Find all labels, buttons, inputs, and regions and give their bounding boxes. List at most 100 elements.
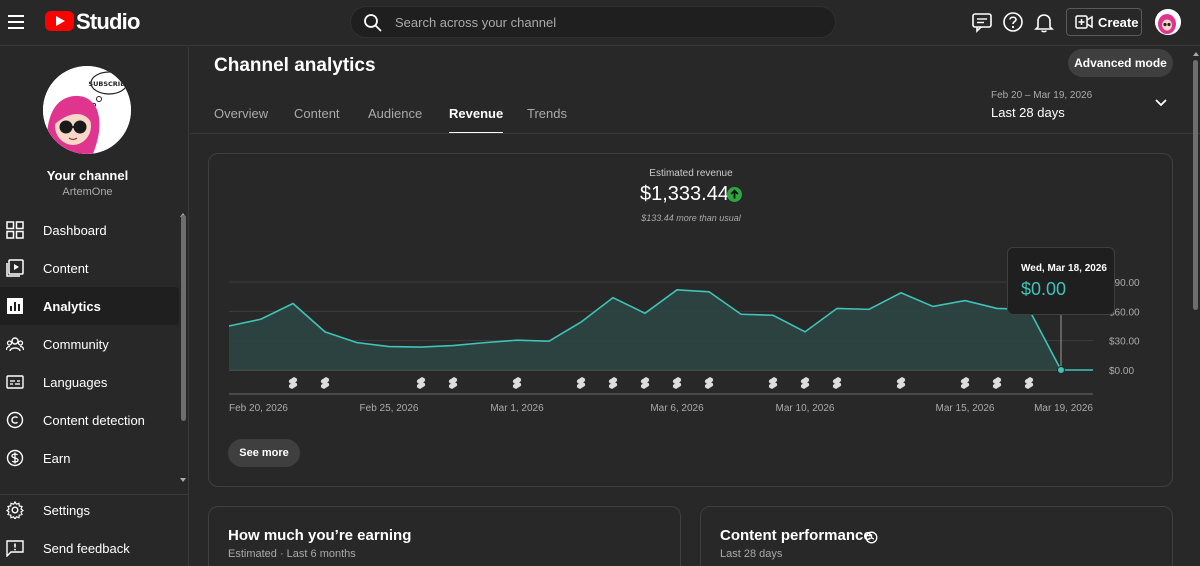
feedback-message-icon[interactable] bbox=[971, 11, 993, 33]
shorts-marker-icon bbox=[672, 377, 682, 389]
tab-trends[interactable]: Trends bbox=[527, 106, 567, 121]
shorts-marker-icon bbox=[960, 377, 970, 389]
revenue-value: $1,333.44 bbox=[640, 183, 729, 205]
shorts-marker-icon bbox=[704, 377, 714, 389]
earning-card-subtitle: Estimated · Last 6 months bbox=[228, 548, 356, 560]
y-tick-label: $90.00 bbox=[1109, 278, 1140, 289]
search-bar[interactable] bbox=[350, 6, 836, 38]
tab-overview[interactable]: Overview bbox=[214, 106, 269, 121]
logo-text: Studio bbox=[76, 9, 140, 34]
sidebar-item-dashboard[interactable]: Dashboard bbox=[0, 211, 179, 249]
shorts-marker-icon bbox=[608, 377, 618, 389]
shorts-marker-icon bbox=[896, 377, 906, 389]
tab-revenue[interactable]: Revenue bbox=[449, 106, 504, 134]
shorts-marker-icon bbox=[512, 377, 522, 389]
x-tick-label: Feb 20, 2026 bbox=[229, 403, 288, 414]
create-button[interactable]: Create bbox=[1066, 8, 1142, 36]
tooltip-date: Wed, Mar 18, 2026 bbox=[1021, 263, 1107, 274]
create-label: Create bbox=[1098, 15, 1139, 30]
sidebar-item-label: Content detection bbox=[43, 413, 145, 428]
date-range-label: Last 28 days bbox=[991, 105, 1065, 120]
help-icon[interactable] bbox=[1002, 11, 1024, 33]
shorts-marker-icon bbox=[768, 377, 778, 389]
clock-icon bbox=[865, 531, 878, 544]
sidebar-item-send-feedback[interactable]: Send feedback bbox=[0, 529, 179, 566]
main-scrollbar[interactable] bbox=[1193, 60, 1198, 310]
tab-content[interactable]: Content bbox=[294, 106, 340, 121]
sidebar: SUBSCRIBE Your channel ArtemOne Dashboar… bbox=[0, 47, 189, 566]
sidebar-item-settings[interactable]: Settings bbox=[0, 491, 179, 529]
highlight-point bbox=[1057, 366, 1065, 374]
sidebar-item-community[interactable]: Community bbox=[0, 325, 179, 363]
shorts-marker-icon bbox=[320, 377, 330, 389]
y-tick-label: $30.00 bbox=[1109, 337, 1140, 348]
scroll-down-arrow[interactable] bbox=[180, 478, 186, 482]
shorts-marker-icon bbox=[992, 377, 1002, 389]
arrow-up-icon bbox=[727, 187, 742, 202]
sidebar-item-label: Analytics bbox=[43, 299, 101, 314]
bell-icon[interactable] bbox=[1033, 11, 1055, 33]
y-tick-label: $0.00 bbox=[1109, 366, 1134, 377]
sidebar-item-content-detection[interactable]: Content detection bbox=[0, 401, 179, 439]
sidebar-item-label: Languages bbox=[43, 375, 108, 390]
performance-card-title: Content performance bbox=[720, 527, 872, 544]
search-input[interactable] bbox=[395, 7, 815, 37]
community-icon bbox=[6, 337, 24, 352]
channel-handle: ArtemOne bbox=[62, 186, 113, 198]
date-range-picker[interactable]: Feb 20 – Mar 19, 2026 Last 28 days bbox=[991, 90, 1171, 120]
channel-avatar[interactable]: SUBSCRIBE bbox=[43, 66, 131, 154]
account-avatar[interactable] bbox=[1155, 9, 1181, 35]
sidebar-item-label: Send feedback bbox=[43, 541, 130, 556]
content-icon bbox=[6, 259, 24, 277]
chart-tooltip: Wed, Mar 18, 2026 $0.00 bbox=[1007, 247, 1115, 315]
sidebar-item-languages[interactable]: Languages bbox=[0, 363, 179, 401]
shorts-marker-icon bbox=[832, 377, 842, 389]
sidebar-item-label: Settings bbox=[43, 503, 90, 518]
performance-card: Content performance Last 28 days bbox=[700, 506, 1173, 566]
x-tick-label: Mar 19, 2026 bbox=[1034, 403, 1093, 414]
search-icon bbox=[364, 14, 382, 32]
sidebar-item-label: Dashboard bbox=[43, 223, 107, 238]
top-bar: Studio Create bbox=[0, 0, 1200, 46]
y-tick-label: $60.00 bbox=[1109, 307, 1140, 318]
page-title: Channel analytics bbox=[214, 55, 376, 76]
chevron-down-icon bbox=[1155, 99, 1167, 107]
tabs-divider bbox=[190, 133, 1200, 134]
x-tick-label: Mar 6, 2026 bbox=[650, 403, 704, 414]
dollar-icon bbox=[6, 449, 24, 467]
gear-icon bbox=[6, 501, 24, 519]
youtube-logo-icon bbox=[45, 11, 74, 31]
sidebar-item-content[interactable]: Content bbox=[0, 249, 179, 287]
shorts-marker-icon bbox=[576, 377, 586, 389]
tab-audience[interactable]: Audience bbox=[368, 106, 423, 121]
sidebar-item-label: Earn bbox=[43, 451, 71, 466]
feedback-icon bbox=[6, 540, 24, 557]
sidebar-item-analytics[interactable]: Analytics bbox=[0, 287, 179, 325]
revenue-chart[interactable]: $0.00 $30.00 $60.00 $90.00 Feb 20, 2026 Feb 2… bbox=[209, 154, 1172, 486]
tooltip-value: $0.00 bbox=[1021, 279, 1067, 299]
menu-icon[interactable] bbox=[8, 11, 26, 35]
sidebar-item-earn[interactable]: Earn bbox=[0, 439, 179, 477]
shorts-marker-icon bbox=[640, 377, 650, 389]
sidebar-item-label: Content bbox=[43, 261, 89, 276]
main-scroll-up-arrow[interactable] bbox=[1193, 52, 1199, 56]
area-fill bbox=[229, 289, 1093, 370]
shorts-marker-icon bbox=[288, 377, 298, 389]
advanced-mode-button[interactable]: Advanced mode bbox=[1068, 49, 1173, 77]
performance-card-subtitle: Last 28 days bbox=[720, 548, 783, 560]
sidebar-scrollbar[interactable] bbox=[181, 215, 186, 421]
create-video-icon bbox=[1075, 15, 1093, 29]
advanced-mode-label: Advanced mode bbox=[1074, 56, 1167, 70]
revenue-label: Estimated revenue bbox=[649, 168, 733, 179]
revenue-card: Estimated revenue $1,333.44 $133.44 more… bbox=[208, 153, 1173, 487]
x-tick-label: Mar 10, 2026 bbox=[776, 403, 835, 414]
avatar-bubble-text: SUBSCRIBE bbox=[88, 80, 129, 88]
see-more-button[interactable]: See more bbox=[228, 439, 300, 467]
x-tick-label: Mar 15, 2026 bbox=[936, 403, 995, 414]
sidebar-divider bbox=[0, 494, 188, 495]
see-more-label: See more bbox=[239, 447, 289, 459]
shorts-marker-icon bbox=[1024, 377, 1034, 389]
revenue-note: $133.44 more than usual bbox=[641, 213, 741, 223]
series-line bbox=[228, 289, 1093, 371]
earning-card: How much you’re earning Estimated · Last… bbox=[208, 506, 681, 566]
